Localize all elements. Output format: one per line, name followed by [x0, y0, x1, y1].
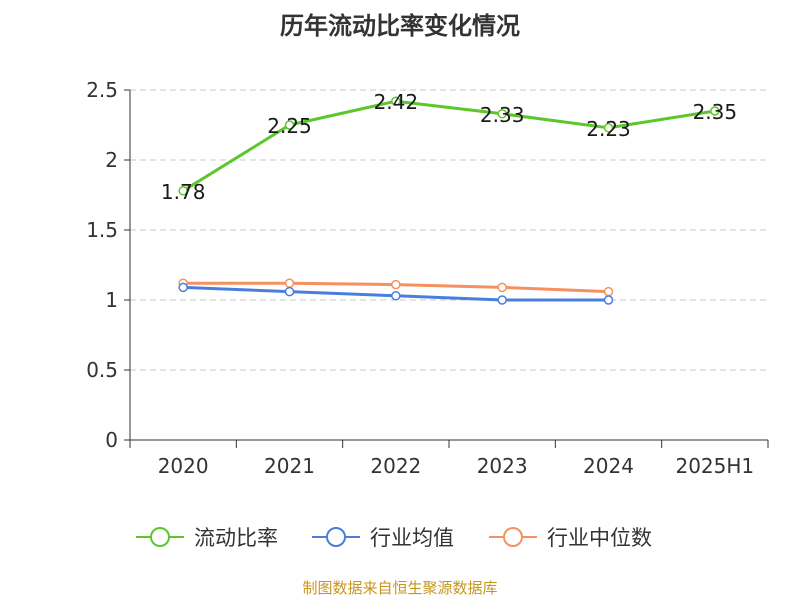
data-point	[603, 123, 614, 133]
data-label: 2.33	[480, 103, 525, 127]
y-tick-label: 1	[105, 288, 118, 312]
legend-marker-industry-median	[489, 527, 537, 547]
legend-label-industry-median: 行业中位数	[547, 526, 652, 550]
data-label: 2.35	[693, 100, 738, 124]
data-point	[603, 286, 614, 297]
y-tick-label: 1.5	[86, 218, 118, 242]
y-tick-label: 0.5	[86, 358, 118, 382]
x-tick-label: 2024	[583, 454, 634, 478]
data-point	[497, 109, 507, 119]
data-label: 1.78	[161, 180, 206, 204]
series-line-0	[181, 99, 717, 193]
x-tick-label: 2023	[477, 454, 528, 478]
legend-item-industry-median[interactable]: 行业中位数	[487, 519, 652, 555]
x-tick-label: 2022	[370, 454, 421, 478]
data-point	[178, 282, 188, 293]
data-point	[391, 279, 401, 290]
data-label: 2.23	[586, 117, 631, 141]
data-point	[284, 120, 295, 130]
x-tick-label: 2021	[264, 454, 315, 478]
x-tick-label: 2020	[158, 454, 209, 478]
y-tick-label: 2	[105, 148, 118, 172]
data-point	[284, 278, 295, 288]
data-point	[391, 96, 401, 106]
y-tick-label: 2.5	[86, 78, 118, 102]
legend: 流动比率 行业均值 行业中位数	[0, 519, 800, 555]
legend-marker-current-ratio	[136, 527, 184, 547]
data-point	[178, 186, 188, 196]
legend-item-current-ratio[interactable]: 流动比率	[134, 519, 278, 555]
data-point	[284, 286, 295, 297]
source-note: 制图数据来自恒生聚源数据库	[302, 579, 498, 597]
data-label: 2.25	[267, 114, 312, 138]
data-point	[603, 295, 614, 305]
data-point	[497, 295, 507, 305]
x-tick-label: 2025H1	[675, 454, 754, 478]
legend-label-current-ratio: 流动比率	[194, 526, 278, 550]
data-point	[391, 291, 401, 301]
data-label: 2.42	[374, 90, 419, 114]
legend-item-industry-mean[interactable]: 行业均值	[310, 519, 454, 555]
legend-label-industry-mean: 行业均值	[370, 526, 454, 550]
data-point	[497, 282, 507, 293]
chart-title: 历年流动比率变化情况	[280, 12, 520, 40]
data-point	[710, 106, 720, 116]
legend-marker-industry-mean	[312, 527, 360, 547]
y-tick-label: 0	[105, 428, 118, 452]
